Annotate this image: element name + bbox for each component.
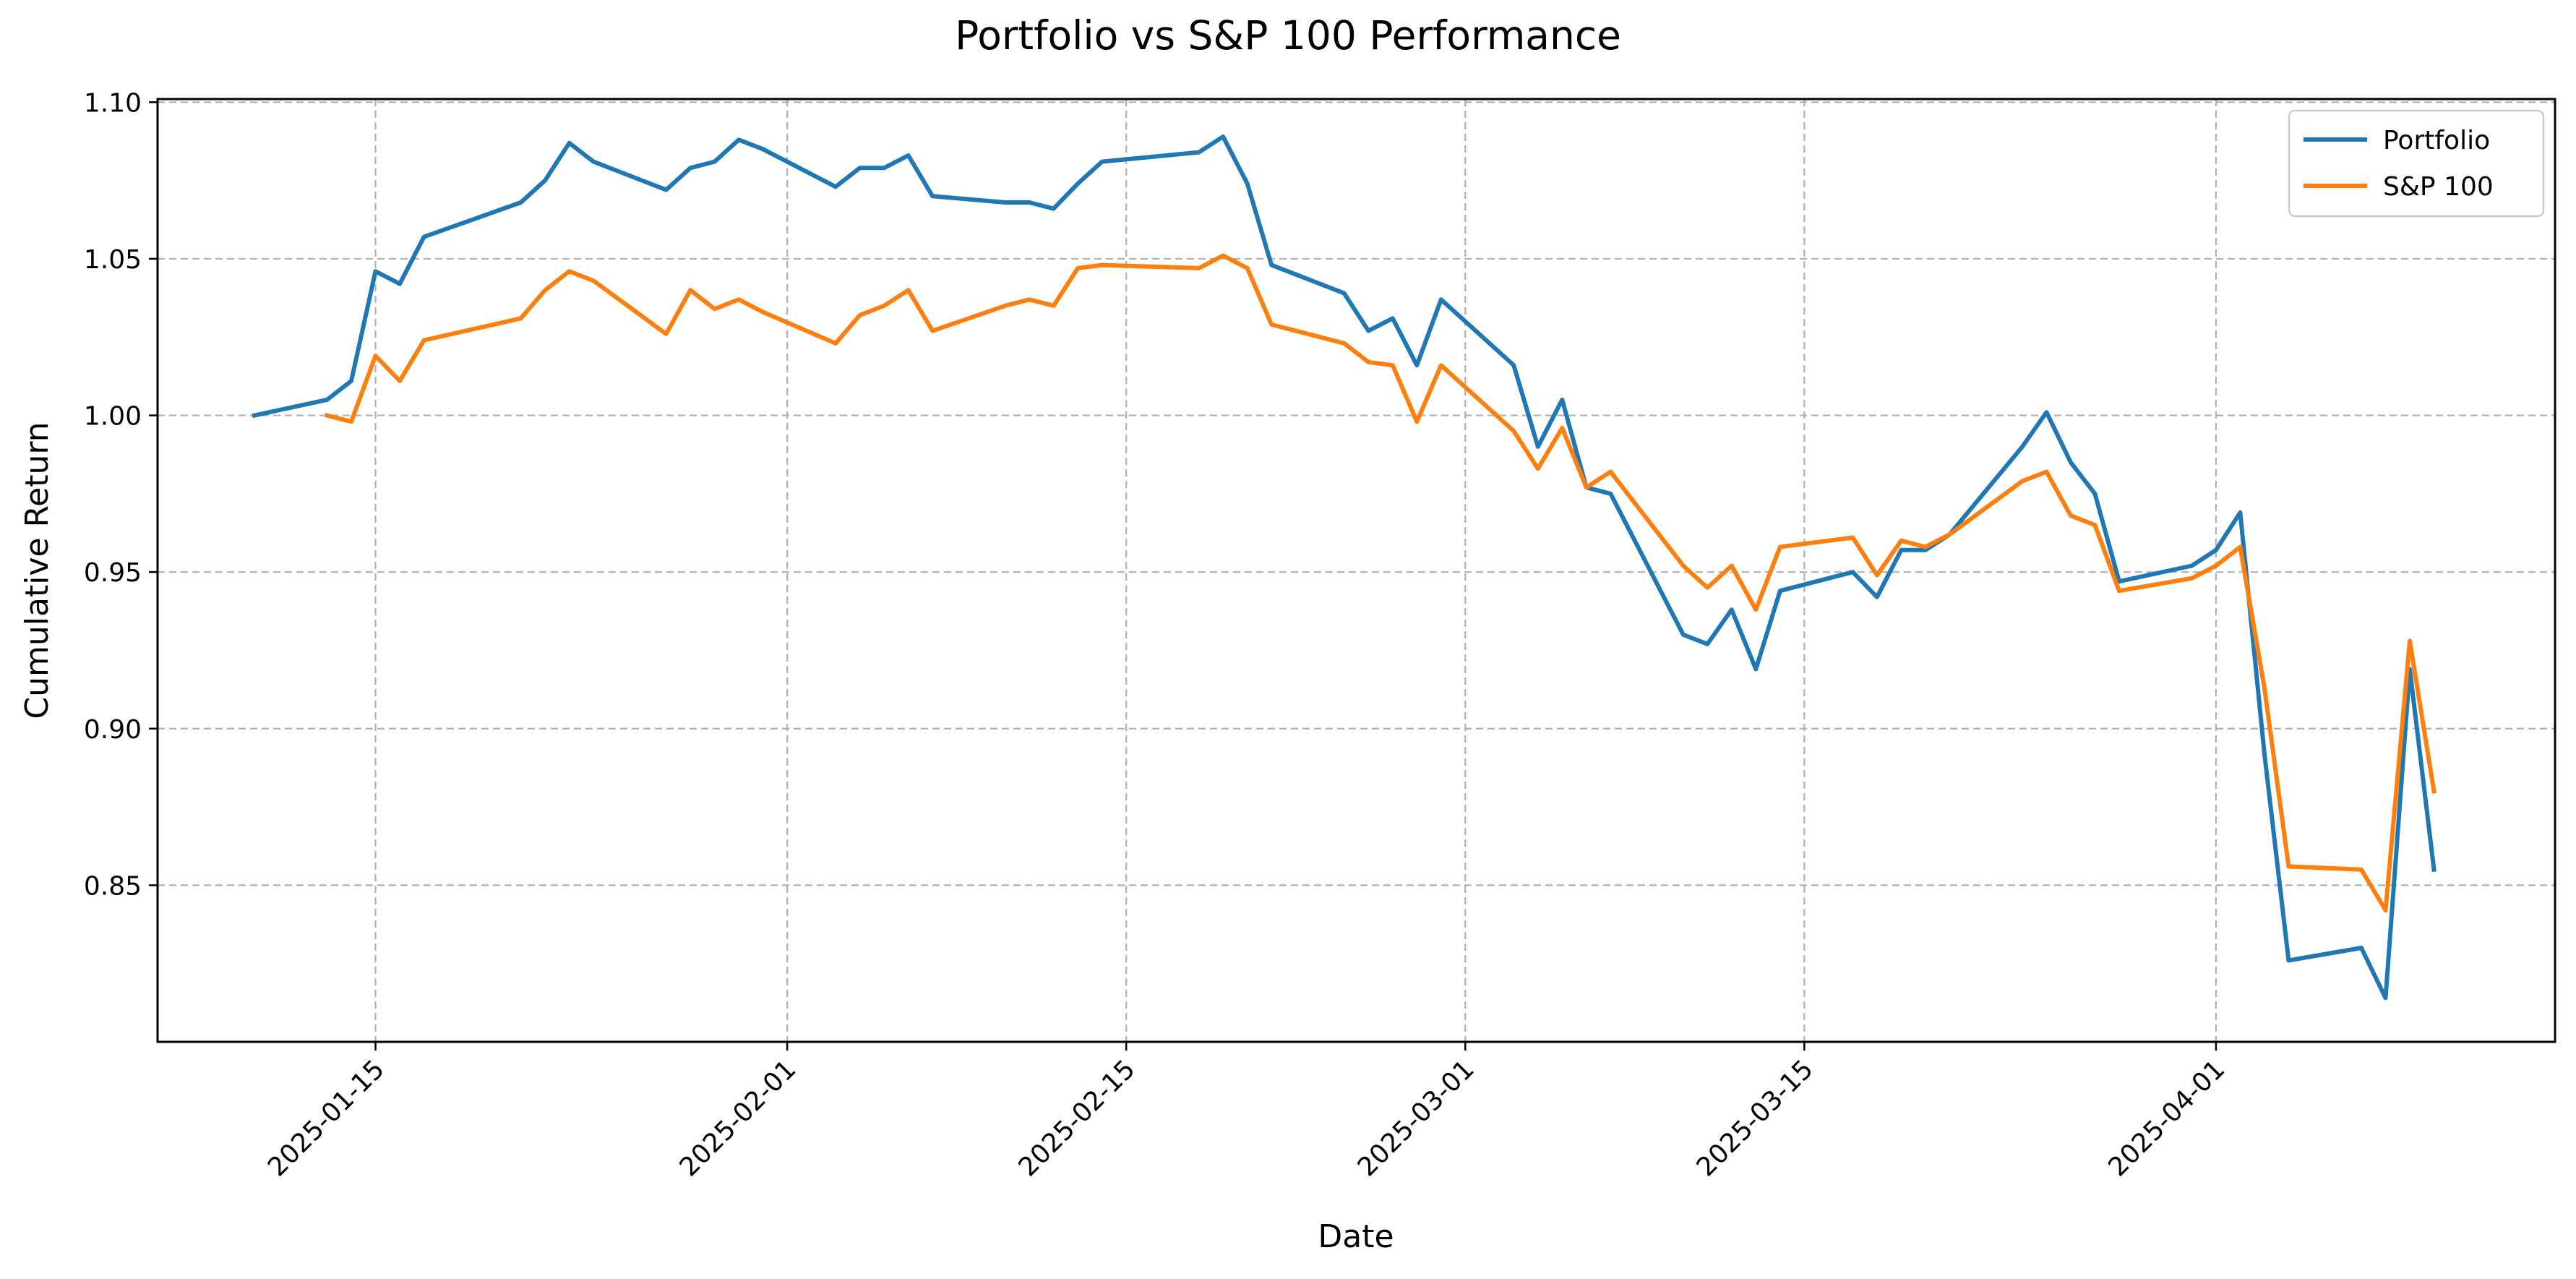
y-tick-label: 1.10 [84,88,142,118]
y-tick-label: 1.00 [84,402,142,432]
y-tick-label: 0.85 [84,871,142,901]
y-axis-label: Cumulative Return [19,422,56,719]
chart-title: Portfolio vs S&P 100 Performance [955,12,1621,59]
legend-label: S&P 100 [2383,172,2494,202]
x-axis-label: Date [1318,1218,1394,1255]
series-line-portfolio [252,134,2437,1001]
series-line-sp100 [324,253,2437,912]
legend: Portfolio S&P 100 [2288,109,2545,218]
grid-lines [158,99,2555,1042]
y-tick-label: 0.90 [84,715,142,745]
y-tick-label: 0.95 [84,558,142,588]
y-tick-label: 1.05 [84,245,142,275]
y-axis-ticks: 0.85 0.90 0.95 1.00 1.05 1.10 [84,88,158,901]
legend-label: Portfolio [2383,126,2490,155]
plot-frame [156,98,2556,1043]
series-lines [252,134,2437,1001]
legend-box [2288,109,2545,218]
